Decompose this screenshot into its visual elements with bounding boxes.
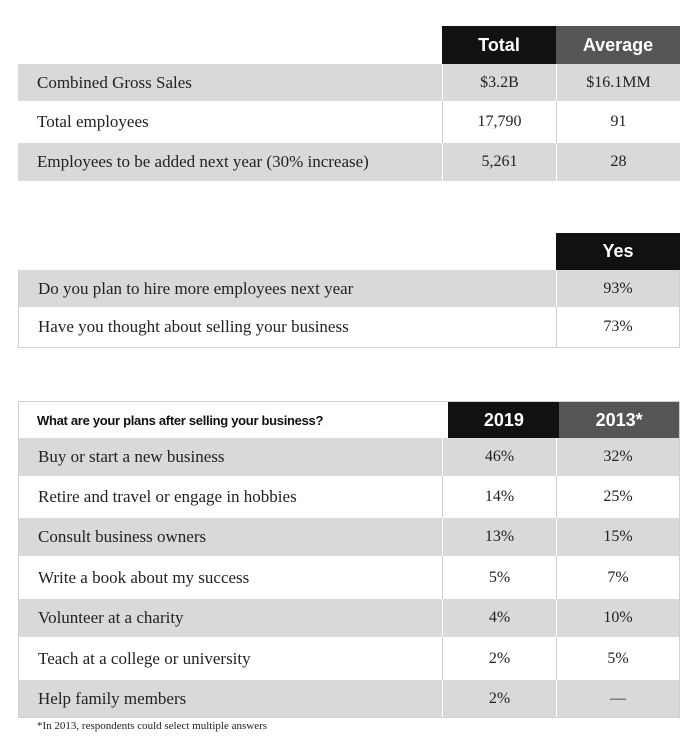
value-2013: 15% [556, 518, 679, 556]
row-label: Teach at a college or university [38, 648, 251, 668]
value-2013: — [556, 680, 679, 717]
table-row: Have you thought about selling your busi… [19, 307, 679, 347]
total-value: 17,790 [442, 101, 556, 143]
yes-value: 73% [556, 307, 679, 347]
table-row: Help family members 2% — [19, 680, 679, 717]
row-label: Total employees [37, 112, 149, 131]
post-sale-header-row: What are your plans after selling your b… [19, 402, 679, 438]
row-label: Write a book about my success [38, 567, 250, 587]
header-average: Average [556, 26, 680, 64]
row-label: Consult business owners [38, 527, 207, 546]
row-label: Combined Gross Sales [37, 72, 192, 92]
table-row: Buy or start a new business 46% 32% [19, 438, 679, 476]
value-2019: 14% [442, 476, 556, 518]
total-value: $3.2B [442, 64, 556, 101]
table-row: Combined Gross Sales $3.2B $16.1MM [18, 64, 680, 101]
table-row: Write a book about my success 5% 7% [19, 556, 679, 599]
row-label: Buy or start a new business [38, 447, 225, 466]
value-2019: 2% [442, 680, 556, 717]
yes-value: 93% [556, 270, 679, 307]
value-2019: 13% [442, 518, 556, 556]
row-label: Employees to be added next year (30% inc… [37, 152, 369, 171]
table-row: Consult business owners 13% 15% [19, 518, 679, 556]
footnote: *In 2013, respondents could select multi… [37, 720, 268, 732]
plans-yes-body: Do you plan to hire more employees next … [18, 270, 680, 348]
value-2019: 5% [442, 556, 556, 599]
row-label: Do you plan to hire more employees next … [38, 278, 354, 298]
average-value: 28 [556, 143, 680, 181]
table-row: Retire and travel or engage in hobbies 1… [19, 476, 679, 518]
sales-summary-header-row: Total Average [18, 26, 680, 64]
value-2013: 5% [556, 637, 679, 680]
value-2013: 7% [556, 556, 679, 599]
table-row: Employees to be added next year (30% inc… [18, 143, 680, 181]
question-title: What are your plans after selling your b… [37, 412, 324, 428]
row-label: Retire and travel or engage in hobbies [38, 487, 297, 506]
plans-yes-header-row: Yes [18, 233, 680, 270]
value-2019: 46% [442, 438, 556, 476]
table-row: Total employees 17,790 91 [18, 101, 680, 143]
sales-summary-table: Total Average Combined Gross Sales $3.2B… [18, 26, 680, 181]
row-label: Help family members [38, 688, 187, 708]
row-label: Volunteer at a charity [38, 608, 184, 627]
value-2013: 32% [556, 438, 679, 476]
table-row: Do you plan to hire more employees next … [19, 270, 679, 307]
table-row: Teach at a college or university 2% 5% [19, 637, 679, 680]
value-2013: 25% [556, 476, 679, 518]
value-2013: 10% [556, 599, 679, 637]
value-2019: 4% [442, 599, 556, 637]
average-value: $16.1MM [556, 64, 680, 101]
header-total: Total [442, 26, 556, 64]
total-value: 5,261 [442, 143, 556, 181]
header-yes: Yes [556, 233, 680, 270]
post-sale-plans-table: What are your plans after selling your b… [18, 401, 680, 718]
header-2019: 2019 [448, 402, 560, 438]
plans-yes-table: Yes Do you plan to hire more employees n… [18, 233, 680, 348]
average-value: 91 [556, 101, 680, 143]
table-row: Volunteer at a charity 4% 10% [19, 599, 679, 637]
value-2019: 2% [442, 637, 556, 680]
row-label: Have you thought about selling your busi… [38, 317, 349, 336]
header-2013: 2013* [559, 402, 679, 438]
